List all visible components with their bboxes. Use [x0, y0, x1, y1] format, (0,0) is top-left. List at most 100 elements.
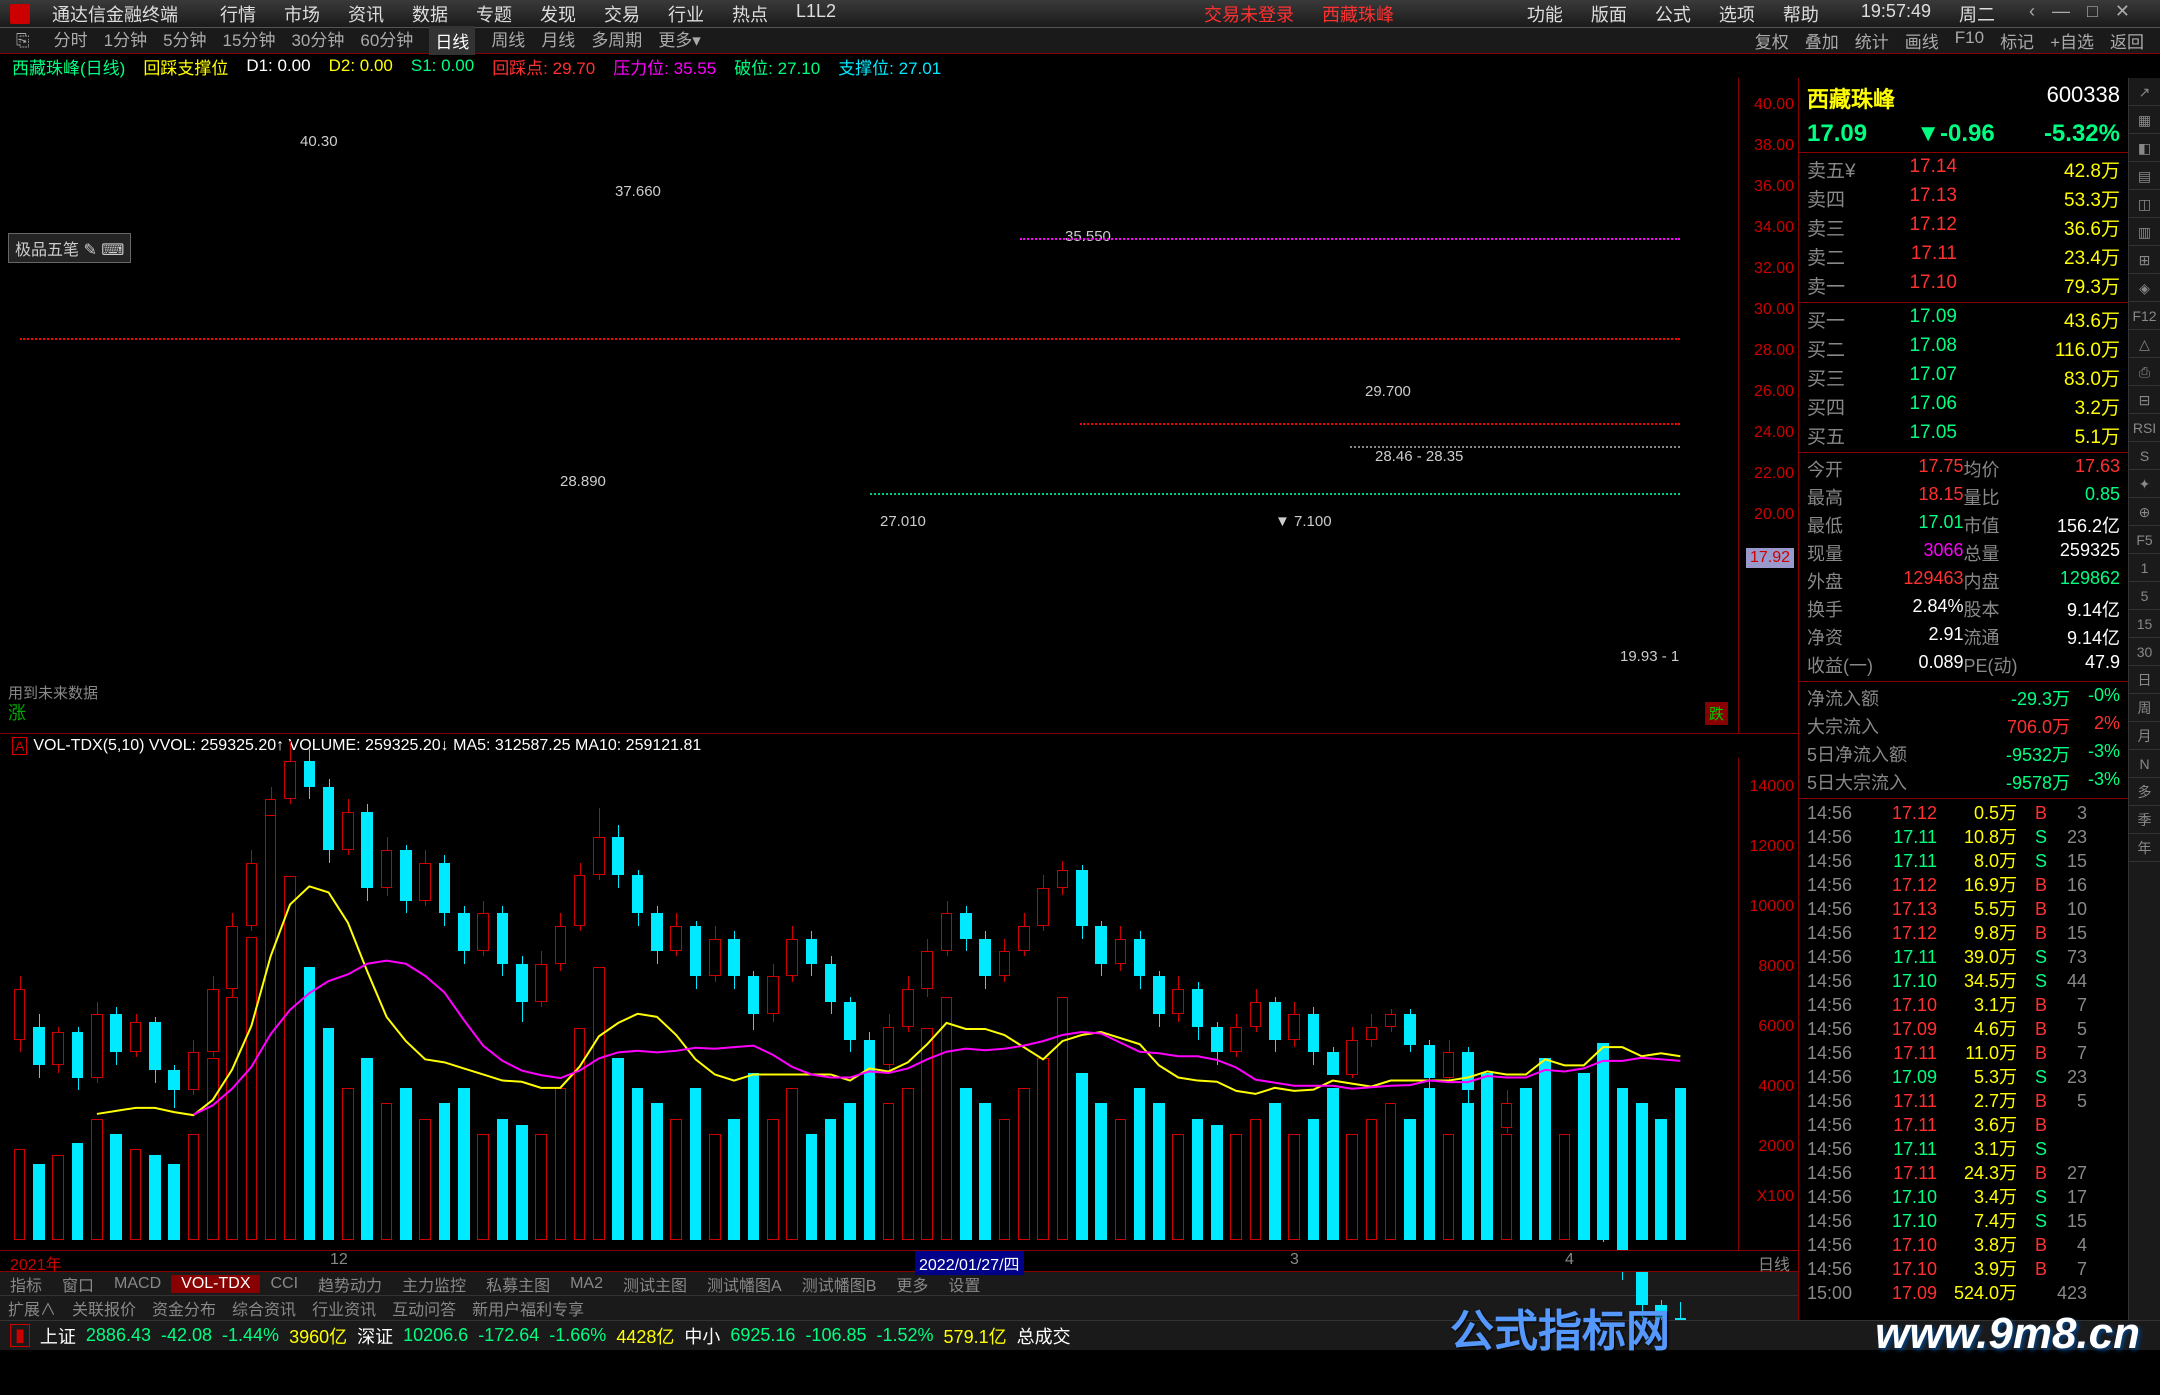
weekday: 周二	[1959, 1, 1995, 27]
indicator-tab[interactable]: MACD	[104, 1275, 171, 1293]
period-btn[interactable]: 5分钟	[163, 26, 206, 55]
period-btn[interactable]: 月线	[541, 26, 575, 55]
tool-btn[interactable]: 标记	[2000, 28, 2034, 53]
tool-icon[interactable]: ⊞	[2129, 246, 2160, 274]
window-controls: ‹ — □ ✕	[2023, 1, 2136, 27]
tool-icon[interactable]: 年	[2129, 834, 2160, 862]
menu-item[interactable]: 数据	[412, 1, 448, 27]
menu-item[interactable]: L1L2	[796, 1, 836, 27]
tool-icon[interactable]: 月	[2129, 722, 2160, 750]
ext-tab[interactable]: 互动问答	[384, 1296, 464, 1320]
indicator-tab[interactable]: VOL-TDX	[171, 1275, 260, 1293]
menu-item[interactable]: 公式	[1655, 1, 1691, 27]
url-watermark: www.9m8.cn	[1875, 1309, 2140, 1359]
period-btn[interactable]: 更多▾	[658, 26, 701, 55]
ext-tab[interactable]: 资金分布	[144, 1296, 224, 1320]
tool-btn[interactable]: 返回	[2110, 28, 2144, 53]
indicator-tab[interactable]: 更多	[886, 1272, 938, 1296]
menu-item[interactable]: 资讯	[348, 1, 384, 27]
arrow-left-icon[interactable]: ‹	[2029, 1, 2035, 21]
menu-item[interactable]: 行情	[220, 1, 256, 27]
volume-chart[interactable]: 1400012000100008000600040002000X100	[0, 758, 1798, 1250]
ime-float-box[interactable]: 极品五笔 ✎ ⌨	[8, 233, 131, 263]
ind-title: 西藏珠峰(日线)	[12, 54, 125, 79]
indicator-tab[interactable]: 趋势动力	[308, 1272, 392, 1296]
close-icon[interactable]: ✕	[2115, 1, 2130, 21]
menu-item[interactable]: 发现	[540, 1, 576, 27]
indicator-tab[interactable]: CCI	[260, 1275, 308, 1293]
tool-icon[interactable]: 日	[2129, 666, 2160, 694]
ext-tab[interactable]: 扩展∧	[0, 1296, 64, 1320]
menu-item[interactable]: 热点	[732, 1, 768, 27]
indicator-tab[interactable]: 指标	[0, 1272, 52, 1296]
indicator-tab[interactable]: 测试主图	[613, 1272, 697, 1296]
last-price: 17.09	[1807, 120, 1867, 148]
top-menu-bar: 通达信金融终端 行情市场资讯数据专题发现交易行业热点L1L2 交易未登录 西藏珠…	[0, 0, 2160, 28]
tool-icon[interactable]: ◈	[2129, 274, 2160, 302]
indicator-tab[interactable]: 私募主图	[476, 1272, 560, 1296]
tool-icon[interactable]: 1	[2129, 554, 2160, 582]
tool-icon[interactable]: △	[2129, 330, 2160, 358]
menu-item[interactable]: 交易	[604, 1, 640, 27]
tool-btn[interactable]: 叠加	[1805, 28, 1839, 53]
period-btn[interactable]: 60分钟	[360, 26, 413, 55]
tool-btn[interactable]: 统计	[1855, 28, 1889, 53]
stock-name-top[interactable]: 西藏珠峰	[1322, 1, 1394, 27]
tool-btn[interactable]: F10	[1955, 28, 1984, 53]
tool-icon[interactable]: 5	[2129, 582, 2160, 610]
tool-icon[interactable]: S	[2129, 442, 2160, 470]
menu-item[interactable]: 市场	[284, 1, 320, 27]
menu-item[interactable]: 选项	[1719, 1, 1755, 27]
maximize-icon[interactable]: □	[2087, 1, 2098, 21]
menu-item[interactable]: 帮助	[1783, 1, 1819, 27]
period-btn[interactable]: 日线	[429, 26, 475, 55]
kline-chart[interactable]: 40.0038.0036.0034.0032.0030.0028.0026.00…	[0, 78, 1798, 734]
tool-icon[interactable]: ⎙	[2129, 358, 2160, 386]
tool-icon[interactable]: RSI	[2129, 414, 2160, 442]
period-btn[interactable]: 1分钟	[104, 26, 147, 55]
indicator-tab[interactable]: 测试幡图A	[697, 1272, 792, 1296]
minimize-icon[interactable]: —	[2052, 1, 2070, 21]
menu-item[interactable]: 功能	[1527, 1, 1563, 27]
tool-icon[interactable]: ▥	[2129, 218, 2160, 246]
indicator-tab[interactable]: 主力监控	[392, 1272, 476, 1296]
ext-tab[interactable]: 新用户福利专享	[464, 1296, 592, 1320]
tool-icon[interactable]: 季	[2129, 806, 2160, 834]
tool-icon[interactable]: ◧	[2129, 134, 2160, 162]
toolbar-home-icon[interactable]: ⎘	[16, 31, 30, 51]
period-btn[interactable]: 多周期	[591, 26, 642, 55]
tool-btn[interactable]: +自选	[2050, 28, 2094, 53]
tool-icon[interactable]: ◫	[2129, 190, 2160, 218]
period-btn[interactable]: 15分钟	[223, 26, 276, 55]
ext-tab[interactable]: 综合资讯	[224, 1296, 304, 1320]
tool-icon[interactable]: 多	[2129, 778, 2160, 806]
ext-tab[interactable]: 行业资讯	[304, 1296, 384, 1320]
indicator-tab[interactable]: 设置	[938, 1272, 990, 1296]
period-btn[interactable]: 30分钟	[291, 26, 344, 55]
money-flow: 净流入额-29.3万-0%大宗流入706.0万2%5日净流入额-9532万-3%…	[1799, 684, 2128, 796]
tool-icon[interactable]: ⊕	[2129, 498, 2160, 526]
ext-tab[interactable]: 关联报价	[64, 1296, 144, 1320]
menu-item[interactable]: 版面	[1591, 1, 1627, 27]
tool-icon[interactable]: N	[2129, 750, 2160, 778]
menu-item[interactable]: 行业	[668, 1, 704, 27]
tool-icon[interactable]: F12	[2129, 302, 2160, 330]
indicator-tab[interactable]: 窗口	[52, 1272, 104, 1296]
tool-btn[interactable]: 画线	[1905, 28, 1939, 53]
tool-btn[interactable]: 复权	[1755, 28, 1789, 53]
tool-icon[interactable]: ↗	[2129, 78, 2160, 106]
tool-icon[interactable]: 30	[2129, 638, 2160, 666]
tool-icon[interactable]: 15	[2129, 610, 2160, 638]
menu-item[interactable]: 专题	[476, 1, 512, 27]
period-btn[interactable]: 周线	[491, 26, 525, 55]
tool-icon[interactable]: 周	[2129, 694, 2160, 722]
indicator-tab[interactable]: 测试幡图B	[792, 1272, 887, 1296]
indicator-tab[interactable]: MA2	[560, 1275, 613, 1293]
tool-icon[interactable]: ▤	[2129, 162, 2160, 190]
period-btn[interactable]: 分时	[54, 26, 88, 55]
tool-icon[interactable]: ▦	[2129, 106, 2160, 134]
orderbook-asks: 卖五¥17.1442.8万卖四17.1353.3万卖三17.1236.6万卖二1…	[1799, 155, 2128, 300]
tool-icon[interactable]: F5	[2129, 526, 2160, 554]
tool-icon[interactable]: ✦	[2129, 470, 2160, 498]
tool-icon[interactable]: ⊟	[2129, 386, 2160, 414]
